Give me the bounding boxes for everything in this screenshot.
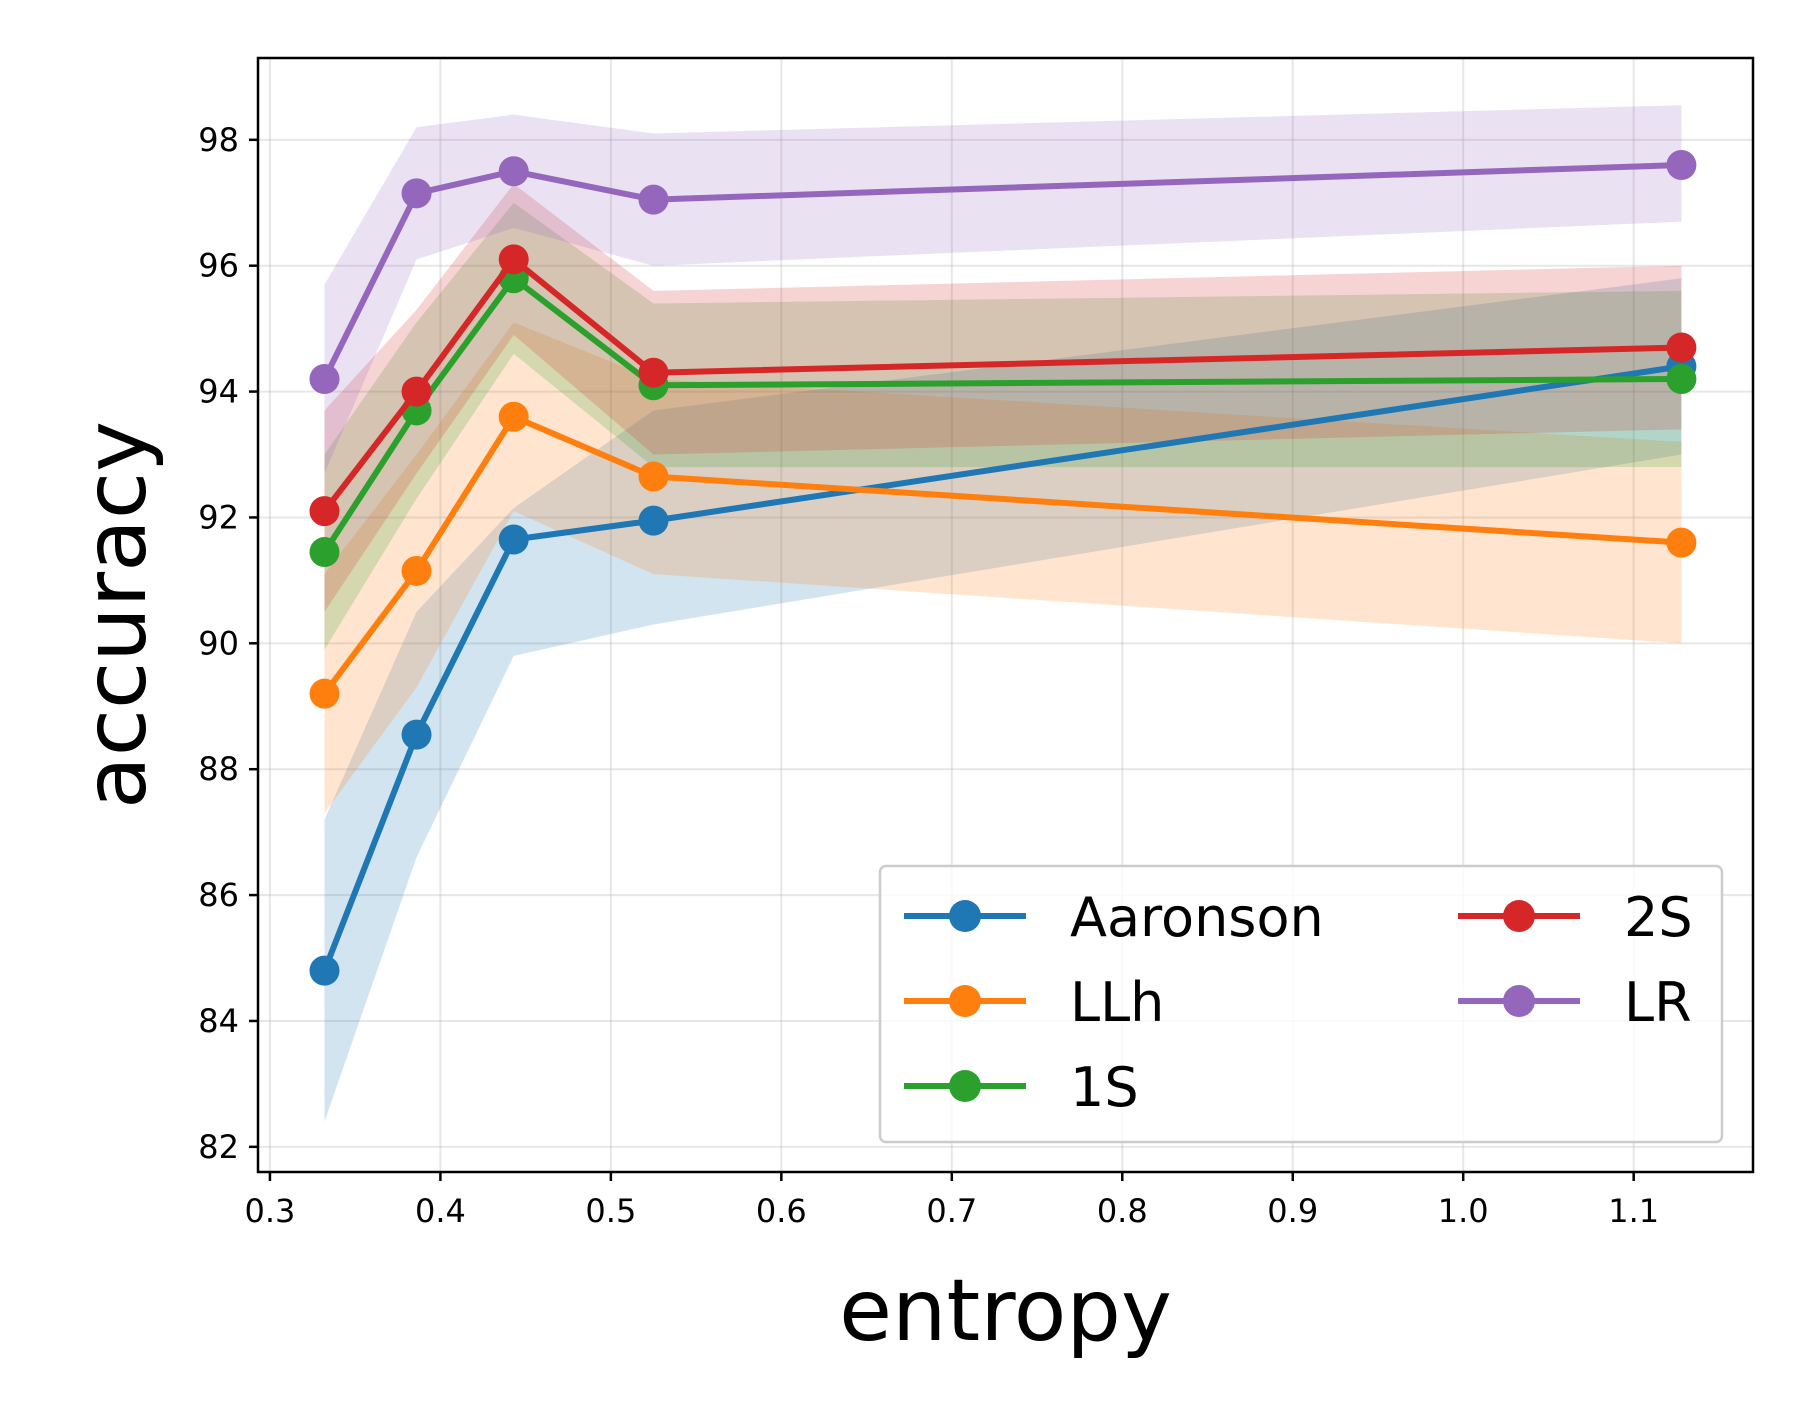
legend-swatch-marker [1503, 900, 1535, 932]
legend-item-1s: 1S [904, 1056, 1139, 1119]
legend-swatch-marker [949, 1070, 981, 1102]
point-1s [309, 537, 340, 568]
x-tick-label: 0.5 [585, 1192, 636, 1230]
y-tick-label: 92 [198, 498, 239, 536]
band-1s [324, 202, 1682, 650]
legend-item-lr: LR [1458, 971, 1692, 1034]
legend-label: 1S [1070, 1056, 1139, 1119]
point-2s [498, 244, 529, 275]
legend: Aaronson LLh 1S 2S LR [878, 864, 1724, 1144]
point-llh [638, 461, 669, 492]
legend-swatch-marker [949, 900, 981, 932]
series-lr [309, 149, 1697, 394]
y-tick-label: 88 [198, 750, 239, 788]
band-llh [324, 322, 1682, 814]
point-llh [498, 401, 529, 432]
point-aaronson [309, 955, 340, 986]
band-aaronson [324, 278, 1682, 1122]
point-2s [309, 496, 340, 527]
x-tick-label: 0.4 [415, 1192, 466, 1230]
x-tick-label: 0.8 [1097, 1192, 1148, 1230]
point-lr [309, 363, 340, 394]
point-lr [1666, 149, 1697, 180]
legend-label: 2S [1624, 886, 1693, 949]
x-axis-ticks: 0.3 0.4 0.5 0.6 0.7 0.8 0.9 1.0 1.1 [244, 1172, 1659, 1230]
legend-items: Aaronson LLh 1S 2S LR [904, 886, 1693, 1119]
y-tick-label: 94 [198, 373, 239, 411]
x-tick-label: 0.7 [926, 1192, 977, 1230]
series-llh [309, 401, 1697, 709]
y-tick-label: 86 [198, 876, 239, 914]
grid [258, 58, 1753, 1172]
x-tick-label: 0.3 [244, 1192, 295, 1230]
point-lr [638, 184, 669, 215]
y-tick-label: 90 [198, 624, 239, 662]
legend-item-2s: 2S [1458, 886, 1693, 949]
y-axis-ticks: 82 84 86 88 90 92 94 96 98 [198, 121, 258, 1166]
x-tick-label: 0.9 [1267, 1192, 1318, 1230]
point-aaronson [401, 719, 432, 750]
legend-swatch-marker [1503, 985, 1535, 1017]
point-aaronson [638, 505, 669, 536]
legend-item-aaronson: Aaronson [904, 886, 1324, 949]
point-1s [1666, 363, 1697, 394]
plot-frame [256, 56, 1755, 1174]
x-tick-label: 1.1 [1608, 1192, 1659, 1230]
legend-item-llh: LLh [904, 971, 1164, 1034]
series-2s [309, 244, 1697, 527]
point-llh [1666, 527, 1697, 558]
point-aaronson [498, 524, 529, 555]
point-llh [309, 678, 340, 709]
point-lr [498, 156, 529, 187]
legend-label: LLh [1070, 971, 1164, 1034]
band-2s [324, 183, 1682, 612]
legend-label: LR [1624, 971, 1692, 1034]
x-tick-label: 1.0 [1438, 1192, 1489, 1230]
y-axis-label: accuracy [66, 421, 166, 809]
x-tick-label: 0.6 [756, 1192, 807, 1230]
point-lr [401, 178, 432, 209]
point-2s [401, 376, 432, 407]
y-tick-label: 84 [198, 1002, 239, 1040]
y-tick-label: 98 [198, 121, 239, 159]
point-llh [401, 555, 432, 586]
y-tick-label: 96 [198, 247, 239, 285]
point-2s [638, 357, 669, 388]
legend-swatch-marker [949, 985, 981, 1017]
series-lines [309, 149, 1697, 986]
point-2s [1666, 332, 1697, 363]
y-tick-label: 82 [198, 1128, 239, 1166]
legend-box [878, 864, 1724, 1144]
legend-label: Aaronson [1070, 886, 1324, 949]
x-axis-label: entropy [839, 1261, 1172, 1361]
